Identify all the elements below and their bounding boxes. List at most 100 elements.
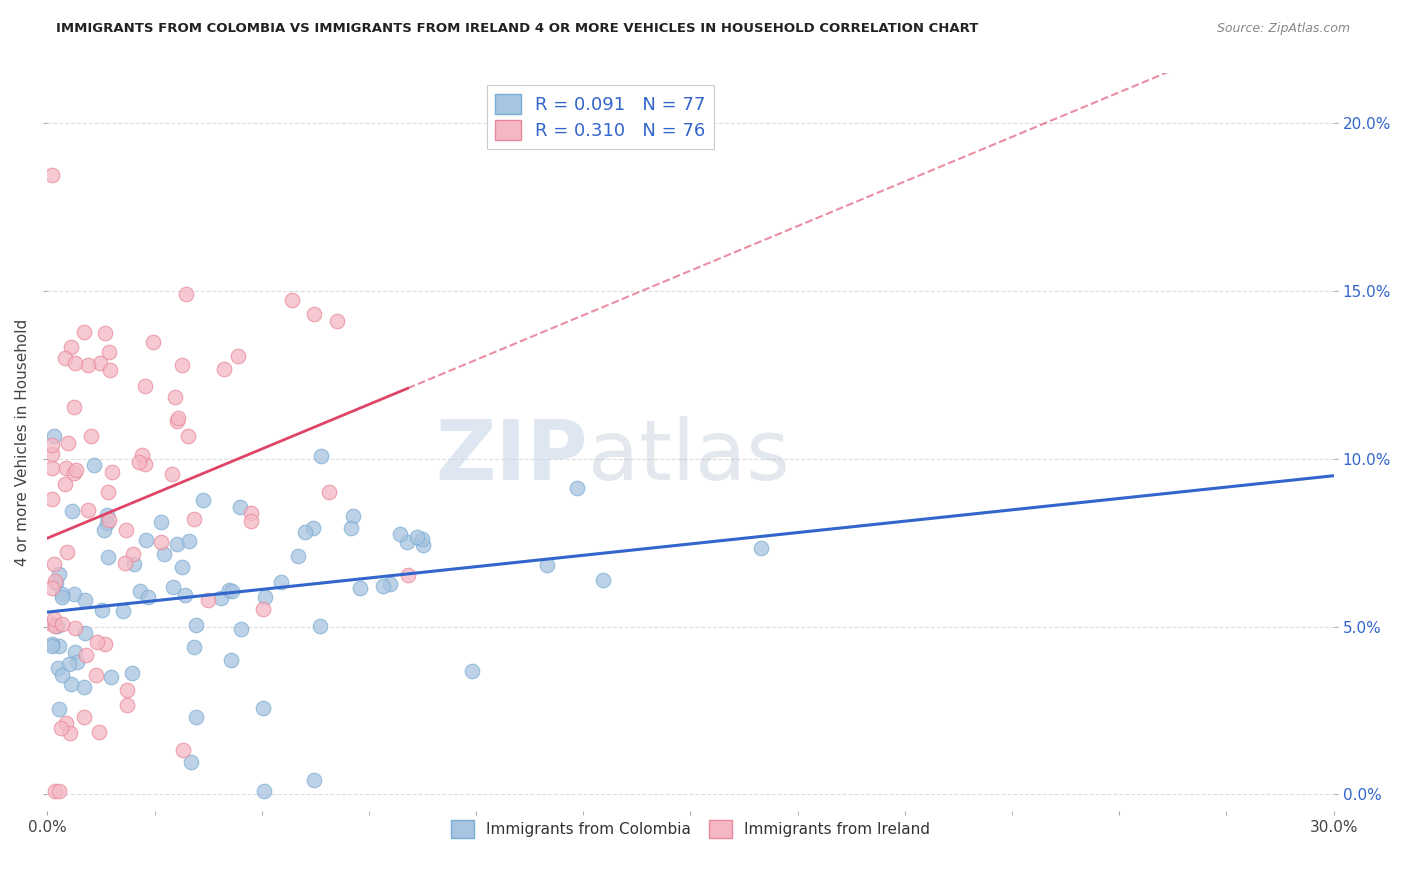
Point xyxy=(281,293,304,308)
Point xyxy=(135,533,157,547)
Point xyxy=(63,621,86,635)
Point xyxy=(183,640,205,654)
Point xyxy=(172,743,194,757)
Point xyxy=(51,587,73,601)
Text: IMMIGRANTS FROM COLOMBIA VS IMMIGRANTS FROM IRELAND 4 OR MORE VEHICLES IN HOUSEH: IMMIGRANTS FROM COLOMBIA VS IMMIGRANTS F… xyxy=(56,22,979,36)
Point xyxy=(51,590,73,604)
Point xyxy=(51,667,73,681)
Point xyxy=(122,547,145,561)
Point xyxy=(93,636,115,650)
Point xyxy=(59,726,82,740)
Point xyxy=(44,784,66,798)
Point xyxy=(134,379,156,393)
Point xyxy=(229,622,252,636)
Point xyxy=(396,535,419,549)
Point xyxy=(46,619,69,633)
Point xyxy=(592,573,614,587)
Point xyxy=(97,485,120,500)
Point xyxy=(294,524,316,539)
Point xyxy=(184,617,207,632)
Point xyxy=(87,724,110,739)
Point xyxy=(167,411,190,425)
Point xyxy=(149,535,172,549)
Point xyxy=(115,523,138,537)
Point xyxy=(96,516,118,531)
Y-axis label: 4 or more Vehicles in Household: 4 or more Vehicles in Household xyxy=(15,318,30,566)
Point xyxy=(226,349,249,363)
Point xyxy=(115,683,138,698)
Point xyxy=(342,509,364,524)
Point xyxy=(180,755,202,769)
Point xyxy=(153,547,176,561)
Point xyxy=(97,344,120,359)
Point xyxy=(405,530,427,544)
Point xyxy=(65,463,87,477)
Point xyxy=(193,492,215,507)
Point xyxy=(94,326,117,341)
Text: atlas: atlas xyxy=(588,417,789,498)
Point xyxy=(128,455,150,469)
Point xyxy=(97,550,120,565)
Point xyxy=(240,514,263,528)
Point xyxy=(396,568,419,582)
Text: Source: ZipAtlas.com: Source: ZipAtlas.com xyxy=(1216,22,1350,36)
Point xyxy=(308,619,330,633)
Point xyxy=(51,617,73,632)
Point xyxy=(172,560,194,574)
Point xyxy=(44,428,66,442)
Point xyxy=(121,666,143,681)
Point xyxy=(41,437,63,451)
Point xyxy=(83,458,105,473)
Point xyxy=(63,466,86,480)
Point xyxy=(302,307,325,321)
Point xyxy=(63,587,86,601)
Point xyxy=(84,667,107,681)
Point xyxy=(41,581,63,595)
Point xyxy=(412,538,434,552)
Point xyxy=(129,584,152,599)
Point xyxy=(55,716,77,731)
Point xyxy=(221,583,243,598)
Point xyxy=(86,635,108,649)
Point xyxy=(138,591,160,605)
Point xyxy=(48,702,70,716)
Point xyxy=(302,772,325,787)
Point xyxy=(240,507,263,521)
Point xyxy=(41,637,63,651)
Point xyxy=(73,326,96,340)
Point xyxy=(60,677,83,691)
Point xyxy=(378,576,401,591)
Text: ZIP: ZIP xyxy=(434,417,588,498)
Point xyxy=(117,698,139,713)
Point xyxy=(60,504,83,518)
Point xyxy=(177,533,200,548)
Point xyxy=(212,361,235,376)
Point xyxy=(55,461,77,475)
Point xyxy=(229,500,252,515)
Point xyxy=(98,513,121,527)
Point xyxy=(46,661,69,675)
Point xyxy=(49,721,72,735)
Point xyxy=(42,612,65,626)
Point xyxy=(53,476,76,491)
Point xyxy=(65,355,87,369)
Point xyxy=(318,485,340,500)
Point xyxy=(41,616,63,631)
Point xyxy=(96,508,118,522)
Point xyxy=(122,558,145,572)
Point xyxy=(309,449,332,463)
Point xyxy=(75,593,97,607)
Point xyxy=(218,582,240,597)
Point xyxy=(461,664,484,678)
Point xyxy=(536,558,558,573)
Point xyxy=(77,503,100,517)
Point xyxy=(63,401,86,415)
Legend: Immigrants from Colombia, Immigrants from Ireland: Immigrants from Colombia, Immigrants fro… xyxy=(444,814,936,844)
Point xyxy=(149,515,172,529)
Point xyxy=(93,524,115,538)
Point xyxy=(186,710,208,724)
Point xyxy=(131,448,153,462)
Point xyxy=(134,457,156,471)
Point xyxy=(163,390,186,404)
Point xyxy=(371,579,394,593)
